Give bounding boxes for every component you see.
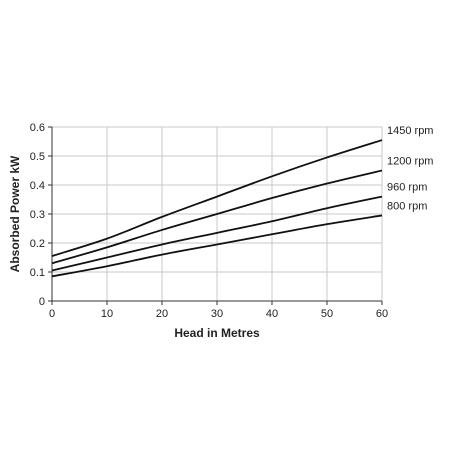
- y-tick-label: 0.3: [30, 209, 45, 221]
- series-line-1450-rpm: [51, 139, 383, 257]
- series: 1450 rpm 1200 rpm 960 rpm 800 rpm: [51, 125, 433, 278]
- y-tick-label: 0.2: [30, 238, 45, 250]
- y-tick-label: 0.5: [30, 151, 45, 163]
- x-tick-label: 30: [211, 308, 223, 320]
- tick-labels: 0 10 20 30 40 50 60 0 0.1 0.2 0.3 0.4 0.5 0.6: [30, 122, 388, 320]
- series-line-960-rpm: [51, 195, 383, 272]
- x-tick-label: 10: [101, 308, 113, 320]
- series-label-1450-rpm: 1450 rpm: [387, 125, 433, 137]
- y-tick-label: 0.1: [30, 267, 45, 279]
- series-label-1200-rpm: 1200 rpm: [387, 156, 433, 168]
- series-line-800-rpm: [51, 214, 383, 278]
- y-tick-label: 0: [39, 296, 45, 308]
- y-axis-label: Absorbed Power kW: [8, 155, 22, 272]
- x-tick-label: 40: [266, 308, 278, 320]
- y-tick-label: 0.4: [30, 180, 45, 192]
- grid: [51, 126, 383, 302]
- series-line-1200-rpm: [51, 169, 383, 265]
- x-tick-label: 60: [376, 308, 388, 320]
- x-tick-label: 20: [156, 308, 168, 320]
- y-tick-label: 0.6: [30, 122, 45, 134]
- series-label-960-rpm: 960 rpm: [387, 182, 427, 194]
- x-axis-label: Head in Metres: [174, 326, 260, 340]
- series-label-800-rpm: 800 rpm: [387, 200, 427, 212]
- x-tick-label: 0: [49, 308, 55, 320]
- x-tick-label: 50: [321, 308, 333, 320]
